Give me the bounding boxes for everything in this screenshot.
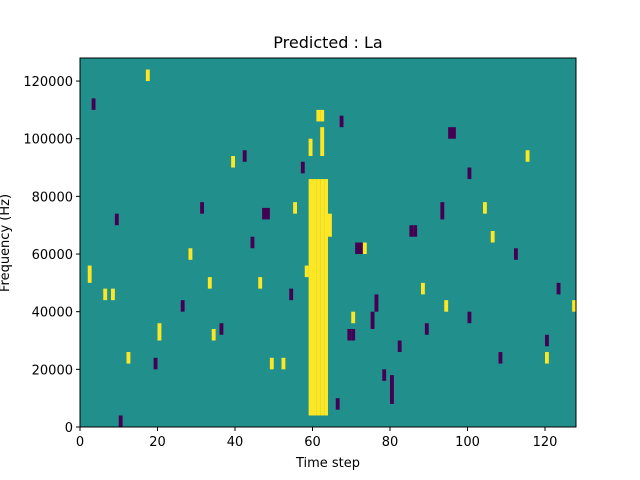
x-tick-label: 60 xyxy=(304,435,321,450)
x-tick-label: 80 xyxy=(382,435,399,450)
heatmap-cell-low xyxy=(351,328,356,341)
heatmap-cell-high xyxy=(351,311,356,324)
heatmap-cell-low xyxy=(424,323,429,335)
heatmap-cell-high xyxy=(572,300,576,312)
heatmap-cell-high xyxy=(157,323,162,341)
heatmap-cell-high xyxy=(316,109,321,122)
heatmap-cell-high xyxy=(145,69,150,82)
heatmap-cell-low xyxy=(262,207,266,220)
y-tick-label: 120000 xyxy=(23,75,73,90)
heatmap-cell-low xyxy=(114,213,119,226)
heatmap-cell-high xyxy=(324,179,328,416)
y-tick-label: 60000 xyxy=(32,248,73,263)
heatmap-cell-high xyxy=(87,265,92,283)
heatmap-cell-high xyxy=(293,202,297,214)
y-axis-label: Frequency (Hz) xyxy=(0,194,13,292)
heatmap-cell-low xyxy=(514,248,518,260)
heatmap-cell-low xyxy=(335,398,340,410)
heatmap-cell-high xyxy=(281,357,286,370)
x-axis-label: Time step xyxy=(295,456,360,471)
x-tick-label: 100 xyxy=(455,435,480,450)
heatmap-cell-low xyxy=(390,375,394,404)
heatmap-cell-low xyxy=(467,311,472,324)
heatmap-cell-low xyxy=(440,202,445,220)
chart-title: Predicted : La xyxy=(273,33,382,52)
heatmap-cell-low xyxy=(91,98,96,110)
heatmap-cell-low xyxy=(498,352,503,364)
x-tick-label: 0 xyxy=(76,435,84,450)
heatmap-cell-high xyxy=(111,288,115,301)
heatmap-cell-high xyxy=(308,138,313,157)
heatmap-cell-low xyxy=(180,300,185,312)
heatmap-cell-low xyxy=(467,167,472,180)
heatmap-cell-low xyxy=(370,311,375,329)
heatmap-cell-low xyxy=(359,242,363,255)
heatmap-cell-high xyxy=(444,300,449,312)
heatmap-cell-high xyxy=(207,277,212,289)
x-tick-label: 20 xyxy=(149,435,166,450)
heatmap-cell-low xyxy=(242,150,247,162)
heatmap-cell-high xyxy=(320,127,325,157)
heatmap-cell-low xyxy=(382,369,387,381)
heatmap-cell-low xyxy=(545,334,549,347)
heatmap-cell-low xyxy=(448,127,452,139)
heatmap-cell-high xyxy=(269,357,274,370)
heatmap-cell-high xyxy=(328,213,332,237)
plot-area xyxy=(79,57,577,428)
heatmap-cell-high xyxy=(304,265,309,278)
y-tick-label: 100000 xyxy=(23,133,73,148)
heatmap-cell-high xyxy=(312,179,317,416)
heatmap-cell-low xyxy=(118,415,123,427)
heatmap-cell-high xyxy=(490,230,495,243)
x-tick-label: 120 xyxy=(533,435,558,450)
heatmap-cell-high xyxy=(231,156,235,168)
heatmap-cell-high xyxy=(258,277,263,289)
x-axis-ticks: 0 20 40 60 80 100 120 xyxy=(76,427,558,450)
x-tick-label: 40 xyxy=(227,435,244,450)
heatmap-cell-high xyxy=(320,109,325,122)
heatmap-cell-high xyxy=(421,282,425,295)
heatmap-cell-low xyxy=(153,357,158,370)
heatmap-cell-high xyxy=(103,288,108,301)
heatmap-cell-low xyxy=(250,236,255,249)
heatmap-cell-low xyxy=(452,127,456,139)
heatmap-cell-high xyxy=(188,248,193,260)
heatmap-cell-low xyxy=(409,225,414,237)
heatmap-cell-high xyxy=(545,352,549,364)
heatmap-cell-high xyxy=(362,242,367,255)
y-tick-label: 20000 xyxy=(32,363,73,378)
y-tick-label: 80000 xyxy=(32,190,73,205)
heatmap-cell-high xyxy=(211,328,216,341)
y-tick-label: 40000 xyxy=(32,306,73,321)
heatmap-cell-low xyxy=(289,288,294,301)
heatmap-cell-high xyxy=(483,202,487,214)
heatmap-cell-low xyxy=(347,328,352,341)
heatmap-cell-low xyxy=(374,294,379,312)
heatmap-cell-low xyxy=(219,323,224,335)
heatmap-cell-high xyxy=(308,179,313,416)
heatmap-cell-high xyxy=(525,150,530,162)
heatmap-cell-low xyxy=(397,340,402,353)
heatmap-cell-low xyxy=(556,282,561,295)
heatmap-cell-high xyxy=(320,179,325,416)
heatmap-cell-low xyxy=(266,207,270,220)
heatmap-cell-low xyxy=(300,161,305,174)
y-tick-label: 0 xyxy=(65,421,73,436)
heatmap-cell-high xyxy=(316,179,321,416)
heatmap-cell-low xyxy=(200,202,204,214)
y-axis-ticks: 0 20000 40000 60000 80000 100000 120000 xyxy=(23,75,80,436)
heatmap-cell-high xyxy=(126,352,131,364)
heatmap-cell-low xyxy=(413,225,418,237)
heatmap-cell-low xyxy=(339,115,344,128)
heatmap-cell-low xyxy=(355,242,359,255)
plot-frame xyxy=(79,57,577,428)
